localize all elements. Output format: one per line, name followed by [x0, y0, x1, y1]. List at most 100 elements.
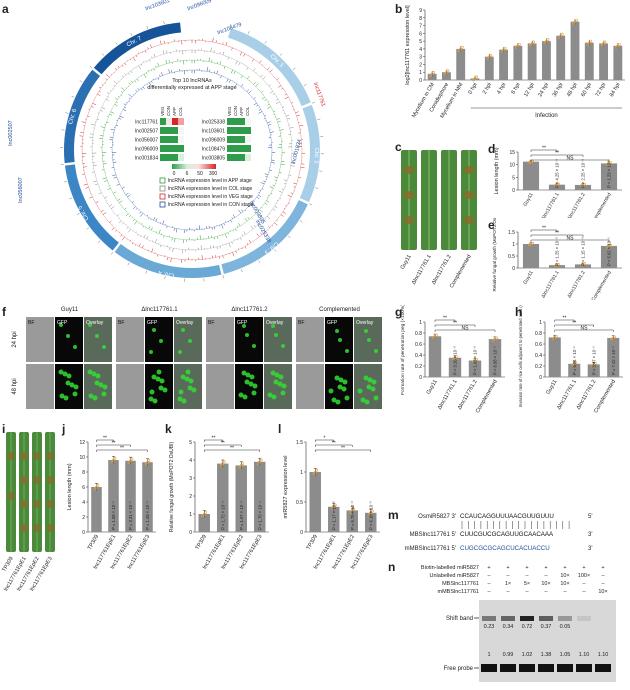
track-mark [262, 65, 263, 66]
gfp-signal [159, 339, 163, 343]
p-value: P = 3.47 × 10⁻⁵ [591, 346, 596, 375]
significance-mark: ** [555, 231, 559, 237]
significance-mark: * [324, 436, 326, 442]
track-mark [125, 63, 127, 65]
heatmap-cell [245, 154, 251, 161]
tick [65, 113, 68, 114]
free-probe-band [481, 664, 497, 672]
track-mark [157, 255, 158, 257]
data-point [604, 41, 606, 43]
band-value: 0.23 [484, 624, 495, 630]
row-value: – [582, 589, 586, 595]
track-mark [106, 99, 109, 101]
track-mark [163, 221, 165, 225]
track-mark [279, 172, 281, 173]
track-mark [144, 235, 146, 238]
track-mark [244, 232, 246, 235]
track-mark [102, 107, 106, 109]
track-mark [259, 109, 261, 110]
p-value: P = 1.70 × 10⁻⁴ [257, 501, 262, 530]
track-mark [220, 246, 221, 248]
data-point [205, 511, 207, 513]
track-mark [294, 187, 296, 188]
panel-label-c: c [395, 140, 402, 154]
channel-label: BF [208, 320, 214, 326]
heatmap-subtitle: differentially expressed at APP stage [147, 85, 236, 91]
shift-band [501, 616, 515, 621]
track-mark [249, 91, 252, 94]
significance-mark: ** [332, 441, 336, 447]
track-mark [225, 234, 227, 238]
gfp-signal [358, 389, 363, 394]
data-point [475, 76, 477, 78]
track-mark [126, 88, 127, 89]
lnc-label: lnc002507 [8, 120, 14, 145]
track-mark [117, 214, 119, 216]
data-point [131, 458, 133, 460]
track-mark [169, 69, 170, 73]
heatmap-cell [178, 154, 184, 161]
channel-label: BF [118, 320, 124, 326]
y-tick-label: 0 [419, 375, 422, 381]
lesion [21, 524, 28, 532]
track-mark [100, 110, 103, 111]
data-point [447, 70, 449, 72]
row-value: 10× [560, 581, 569, 587]
track-mark [267, 67, 269, 69]
track-mark [90, 197, 93, 198]
track-mark [267, 122, 270, 123]
track-mark [245, 218, 247, 221]
category-label: TP309 [306, 534, 319, 551]
track-mark [106, 74, 109, 77]
heatmap-cell [172, 154, 178, 161]
heatmap-cell [233, 145, 239, 152]
track-mark [232, 217, 233, 219]
track-mark [292, 106, 293, 107]
track-mark [129, 216, 130, 217]
track-mark [281, 88, 283, 89]
category-label: Complemented [591, 270, 613, 300]
category-label: 36 hpi [552, 82, 565, 98]
track-mark [124, 208, 126, 210]
track-mark [262, 189, 263, 190]
track-mark [120, 235, 121, 237]
gfp-signal [336, 400, 341, 405]
track-mark [113, 192, 116, 194]
track-mark [133, 94, 134, 95]
y-tick-label: 0.5 [508, 254, 515, 260]
p-value: P = 3.16 × 10⁻³ [453, 346, 458, 375]
track-mark [163, 50, 164, 54]
track-mark [92, 103, 96, 105]
leaf-photo-i: TP309lnc117761EpE1lnc117761EpE2lnc117761… [0, 422, 60, 602]
gfp-signal [66, 334, 70, 338]
p-value: P = 1.72 × 10⁻⁴ [220, 501, 225, 530]
p-value: P = 4.25 × 10⁻⁹ [555, 159, 560, 188]
category-label: Δlnc117761.2 [566, 192, 586, 218]
significance-mark: ** [112, 441, 116, 447]
chromosome-arc [228, 28, 311, 106]
track-mark [133, 207, 135, 209]
category-label: Δlnc117761.2 [457, 379, 479, 411]
track-mark [161, 72, 162, 75]
tick [69, 198, 72, 199]
bar [499, 50, 508, 80]
significance-mark: ** [555, 151, 559, 157]
heatmap-cell [233, 154, 239, 161]
gfp-signal [149, 350, 153, 354]
heatmap-cell [166, 136, 172, 143]
gfp-signal [374, 349, 378, 353]
track-mark [87, 116, 89, 117]
p-value: P = 1.23 × 10⁻¹ [607, 159, 612, 188]
y-axis-label: Relative fungal growth (MoPOT2:OsUBI) [169, 442, 175, 533]
track-mark [97, 119, 99, 120]
heatmap-row-label: lnc103601 [202, 129, 225, 135]
y-tick-label: 5 [419, 39, 422, 45]
track-mark [269, 170, 271, 171]
legend-text: lncRNA expression level in APP stage [168, 178, 252, 184]
track-mark [111, 206, 114, 208]
significance-mark: ** [563, 316, 567, 322]
track-mark [124, 107, 125, 108]
category-label: 84 hpi [609, 82, 622, 98]
